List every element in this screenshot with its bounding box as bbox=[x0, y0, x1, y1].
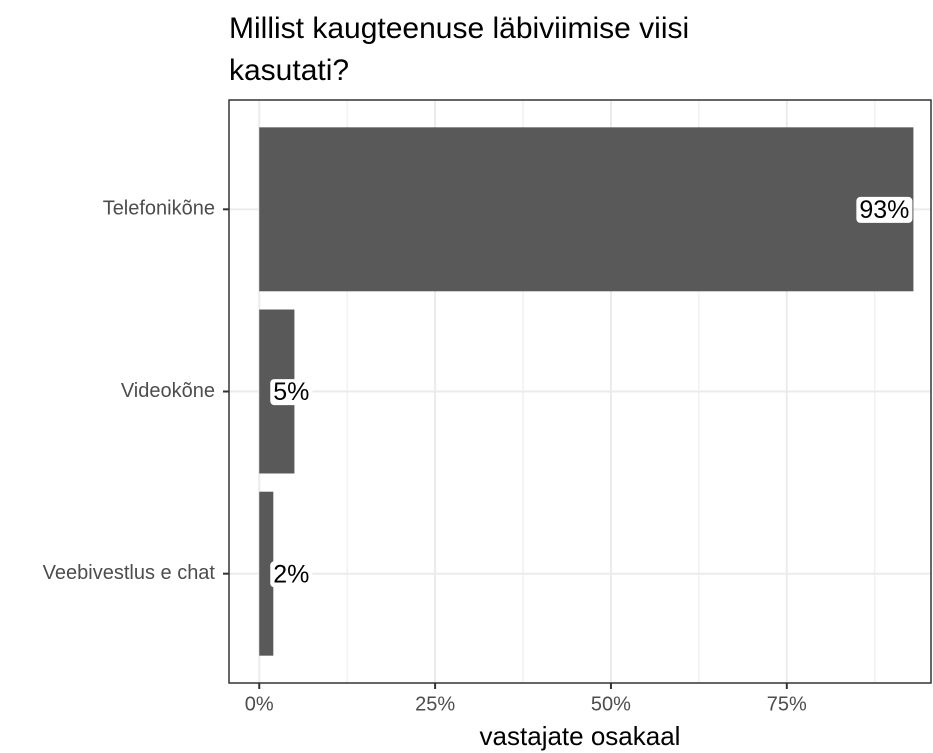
data-label: 5% bbox=[273, 378, 309, 406]
y-tick-label: Telefonikõne bbox=[103, 198, 215, 220]
x-tick-label: 25% bbox=[415, 693, 455, 715]
data-label: 93% bbox=[859, 196, 909, 224]
bar bbox=[259, 491, 274, 656]
x-tick-label: 75% bbox=[767, 693, 807, 715]
data-label-group: 2% bbox=[270, 560, 313, 588]
y-tick-label: Videokõne bbox=[121, 380, 215, 402]
data-label-group: 5% bbox=[270, 378, 313, 406]
bar bbox=[259, 127, 914, 292]
data-label-box bbox=[270, 561, 313, 588]
data-label: 2% bbox=[273, 560, 309, 588]
x-tick-label: 0% bbox=[245, 693, 274, 715]
y-tick-label: Veebivestlus e chat bbox=[43, 562, 216, 584]
chart-title: Millist kaugteenuse läbiviimise viisi bbox=[229, 12, 689, 45]
panel-border bbox=[228, 99, 932, 684]
x-tick-label: 50% bbox=[591, 693, 631, 715]
x-axis-label: vastajate osakaal bbox=[480, 721, 681, 751]
data-label-box bbox=[270, 379, 313, 406]
chart-title: kasutati? bbox=[229, 54, 349, 87]
data-label-group: 93% bbox=[856, 196, 913, 224]
data-label-box bbox=[856, 196, 913, 223]
